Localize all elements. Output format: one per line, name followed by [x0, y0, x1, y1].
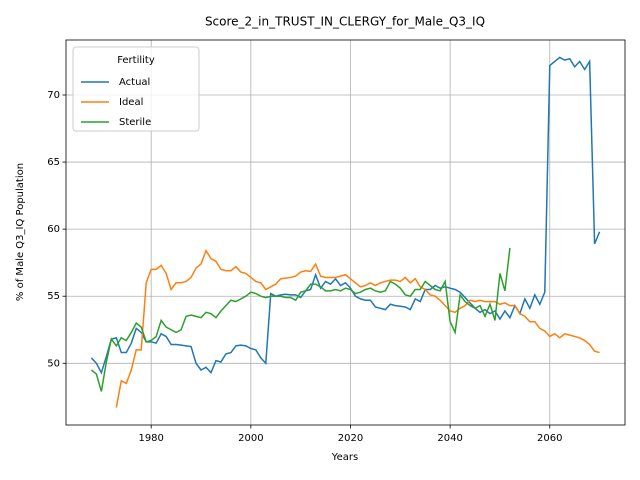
series-line	[90, 247, 511, 392]
x-tick-label: 2060	[537, 433, 562, 444]
x-tick-label: 1980	[138, 433, 163, 444]
series-line	[115, 248, 600, 408]
chart-title: Score_2_in_TRUST_IN_CLERGY_for_Male_Q3_I…	[205, 15, 485, 29]
legend-label: Ideal	[119, 97, 143, 108]
y-axis-label: % of Male Q3_IQ Population	[15, 163, 26, 301]
x-axis-label: Years	[331, 452, 358, 463]
y-tick-label: 55	[47, 291, 60, 302]
x-tick-label: 2020	[338, 433, 363, 444]
x-tick-label: 2040	[437, 433, 462, 444]
legend-label: Sterile	[119, 117, 151, 128]
y-tick-label: 65	[47, 157, 60, 168]
legend-label: Actual	[119, 77, 150, 88]
legend-box	[72, 46, 200, 132]
y-tick-label: 50	[47, 358, 60, 369]
y-tick-label: 70	[47, 90, 60, 101]
legend-title: Fertility	[117, 55, 155, 66]
plot-frame	[65, 39, 626, 426]
x-tick-label: 2000	[238, 433, 263, 444]
y-tick-label: 60	[47, 224, 60, 235]
